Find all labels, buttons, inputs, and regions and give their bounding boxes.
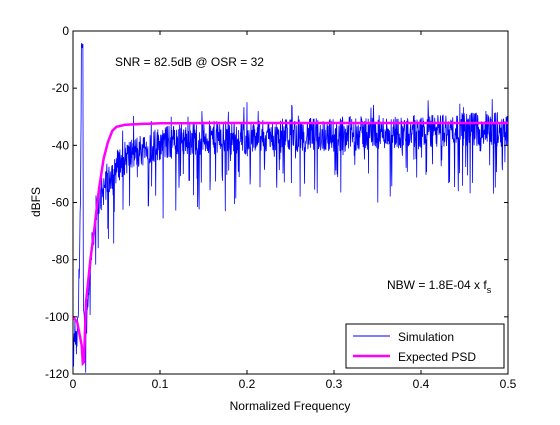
axis-ticks: 0 0.1 0.2 0.3 0.4 0.5 0 -20 -40 -60 -80 -100 -120 [45,24,517,391]
legend-box [345,323,505,369]
expected-psd-line [73,121,508,367]
expected-psd-series [73,121,508,367]
x-tick-label: 0.4 [413,377,430,391]
x-tick-label: 0 [70,377,77,391]
x-tick-label: 0.3 [326,377,343,391]
x-tick-label: 0.2 [239,377,256,391]
y-tick-label: -40 [52,138,70,152]
y-tick-label: -80 [52,253,70,267]
y-axis-label: dBFS [29,187,43,217]
x-axis-label: Normalized Frequency [230,399,351,413]
nbw-annotation: NBW = 1.8E-04 x fs [387,278,492,295]
legend: Simulation Expected PSD [345,323,505,369]
plot-area [72,30,509,375]
y-tick-label: -60 [52,196,70,210]
legend-expected-psd-label: Expected PSD [398,350,476,364]
simulation-series [73,42,508,373]
x-tick-label: 0.5 [500,377,517,391]
legend-simulation-label: Simulation [398,330,454,344]
y-tick-label: -20 [52,81,70,95]
y-tick-label: -100 [45,310,69,324]
snr-annotation: SNR = 82.5dB @ OSR = 32 [115,55,264,69]
y-tick-label: 0 [62,24,69,38]
x-tick-label: 0.1 [152,377,169,391]
y-tick-label: -120 [45,367,69,381]
simulation-line [73,42,508,373]
